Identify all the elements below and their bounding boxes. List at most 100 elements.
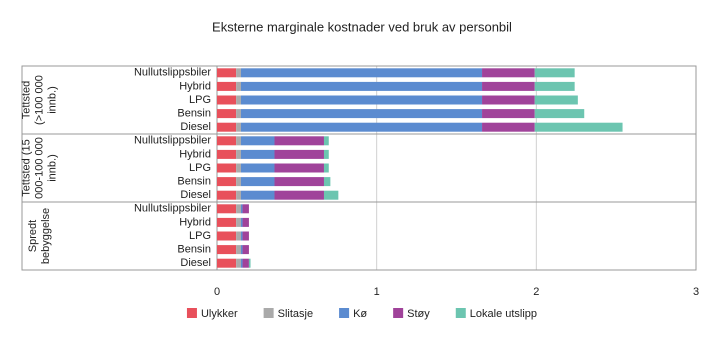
bar-segment [240,204,243,214]
bar-segment [236,122,241,132]
legend-swatch [186,308,197,318]
bar-segment [217,217,237,227]
x-tick-label: 0 [214,286,220,298]
bar-segment [236,136,241,146]
legend-swatch [393,308,404,318]
bar-segment [534,109,585,119]
bar-segment [274,163,324,173]
y-tick-label: Diesel [180,189,211,201]
bar-segment [236,68,241,78]
bar-segment [217,109,237,119]
legend-swatch [339,308,350,318]
bar-segment [242,258,249,268]
bar-segment [323,177,331,187]
bar-segment [217,177,237,187]
bar-segment [242,245,249,255]
legend-label: Kø [353,308,367,320]
bar-segment [534,81,575,91]
bar-segment [236,109,241,119]
bar-segment [217,122,237,132]
bar-segment [240,95,483,105]
y-tick-label: LPG [189,94,211,106]
bar-segment [323,190,339,200]
bar-segment [236,245,241,255]
bar-segment [482,122,535,132]
bar-segment [242,217,249,227]
bar-segment [236,217,241,227]
bar-segment [236,190,241,200]
bar-segment [240,217,243,227]
group-label: Tettsted (15 000-100 000 innb.) [20,137,59,199]
legend-label: Slitasje [278,308,313,320]
y-tick-label: Bensin [177,244,211,256]
y-tick-label: Hybrid [179,216,211,228]
bar-segment [274,136,324,146]
bar-segment [217,163,237,173]
group-label: Spredt bebyggelse [27,207,52,265]
bar-segment [240,122,483,132]
chart-title: Eksterne marginale kostnader ved bruk av… [212,19,512,34]
y-tick-label: Bensin [177,176,211,188]
bar-segment [323,149,329,159]
bar-segment [274,177,324,187]
bar-segment [217,95,237,105]
y-tick-label: LPG [189,230,211,242]
bar-segment [240,245,243,255]
y-tick-label: Bensin [177,108,211,120]
bar-segment [240,163,275,173]
y-tick-label: Hybrid [179,80,211,92]
bar-segment [534,68,575,78]
bar-segment [534,122,623,132]
bar-segment [217,190,237,200]
legend-label: Støy [407,308,430,320]
bar-segment [217,231,237,241]
legend-swatch [263,308,274,318]
legend-label: Lokale utslipp [470,308,537,320]
bar-segment [240,136,275,146]
bar-segment [236,204,241,214]
bar-segment [236,163,241,173]
bar-segment [274,149,324,159]
bar-segment [534,95,578,105]
y-tick-label: Hybrid [179,148,211,160]
legend-label: Ulykker [201,308,238,320]
y-tick-label: Diesel [180,121,211,133]
bar-segment [236,231,241,241]
y-tick-label: Diesel [180,257,211,269]
bar-segment [240,109,483,119]
bar-segment [248,258,251,268]
bar-segment [323,163,329,173]
x-tick-label: 3 [693,286,699,298]
x-tick-label: 1 [374,286,380,298]
bar-segment [217,136,237,146]
bar-segment [240,190,275,200]
bar-segment [240,177,275,187]
bar-segment [236,177,241,187]
bar-segment [236,258,241,268]
bar-segment [242,231,249,241]
bar-segment [217,258,237,268]
bar-segment [240,81,483,91]
legend-swatch [455,308,466,318]
bar-segment [217,204,237,214]
bar-segment [217,149,237,159]
y-tick-label: Nullutslippsbiler [134,135,211,147]
bar-segment [482,81,535,91]
bar-segment [217,81,237,91]
bar-segment [482,95,535,105]
bar-segment [323,136,329,146]
bar-segment [236,95,241,105]
y-tick-label: Nullutslippsbiler [134,67,211,79]
y-tick-label: LPG [189,162,211,174]
bar-segment [240,231,243,241]
bar-segment [240,149,275,159]
bar-segment [242,204,249,214]
group-label: Tettsted (>100 000 innb.) [20,75,59,125]
bar-segment [236,81,241,91]
bar-segment [482,109,535,119]
y-tick-label: Nullutslippsbiler [134,203,211,215]
bar-segment [274,190,324,200]
bar-segment [236,149,241,159]
